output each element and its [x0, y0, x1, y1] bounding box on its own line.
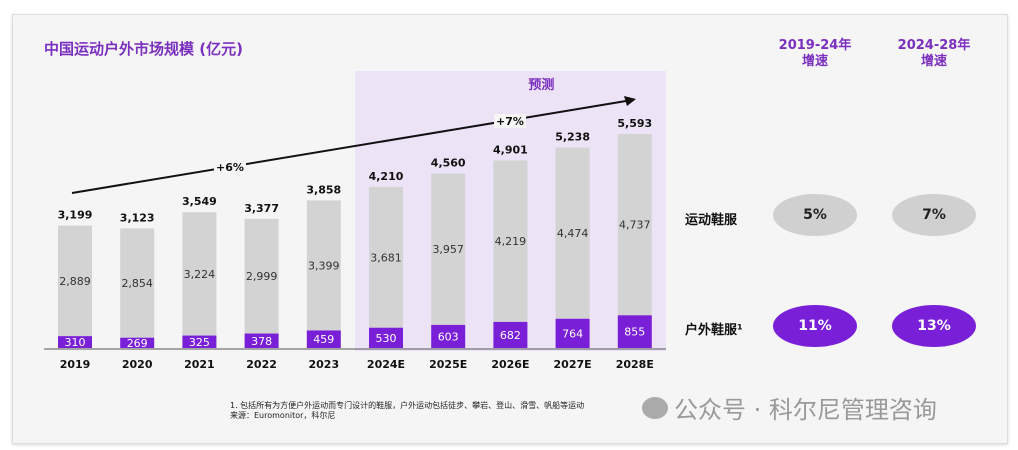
x-tick-label: 2024E	[367, 358, 405, 371]
x-tick-label: 2027E	[554, 358, 592, 371]
x-tick-label: 2020	[122, 358, 153, 371]
data-label: 4,737	[619, 219, 651, 232]
bar-segment-total	[58, 225, 92, 337]
x-tick-label: 2025E	[429, 358, 467, 371]
header-line: 增速	[920, 54, 947, 69]
source-line: 来源：Euromonitor，科尔尼	[230, 411, 336, 420]
bar-segment-total	[244, 218, 279, 334]
bar-segment-outdoor	[431, 324, 466, 348]
cagr-arrow	[71, 100, 627, 194]
growth-pill: 11%	[773, 305, 857, 347]
bar-segment-total	[306, 200, 341, 331]
data-label: 3,957	[432, 243, 464, 256]
header-2019-24: 2019-24年 增速	[760, 38, 870, 70]
total-label: 4,560	[431, 157, 466, 170]
bar-segment-outdoor	[182, 335, 217, 348]
data-label: 3,399	[308, 259, 340, 272]
watermark: 公众号 · 科尔尼管理咨询	[642, 390, 937, 425]
data-label: 4,474	[557, 227, 589, 240]
data-label: 325	[189, 336, 210, 349]
cagr-label: +6%	[216, 161, 244, 174]
bar-segment-outdoor	[244, 333, 279, 348]
data-label: 3,224	[184, 268, 216, 281]
footnote: 1. 包括所有为方便户外运动而专门设计的鞋服，户外运动包括徒步、攀岩、登山、滑雪…	[230, 401, 584, 421]
x-tick-label: 2028E	[616, 358, 654, 371]
wechat-icon	[642, 396, 668, 419]
data-label: 378	[251, 335, 272, 348]
total-label: 4,210	[369, 170, 404, 183]
growth-pill: 13%	[892, 305, 976, 347]
cagr-label: +7%	[496, 115, 524, 128]
forecast-label: 预测	[528, 77, 554, 93]
data-label: 269	[127, 337, 148, 350]
data-label: 3,681	[370, 251, 402, 264]
footnote-line: 1. 包括所有为方便户外运动而专门设计的鞋服，户外运动包括徒步、攀岩、登山、滑雪…	[230, 401, 585, 410]
bar-segment-total	[555, 147, 590, 319]
x-tick-label: 2022	[246, 358, 277, 371]
header-2024-28: 2024-28年 增速	[879, 38, 989, 70]
watermark-text: 公众号 · 科尔尼管理咨询	[674, 396, 937, 424]
growth-pill: 5%	[773, 194, 857, 236]
arrowhead	[624, 96, 636, 106]
bar-segment-outdoor	[58, 336, 92, 348]
header-line: 增速	[801, 54, 828, 69]
data-label: 4,219	[495, 235, 527, 248]
growth-pill: 7%	[892, 194, 976, 236]
bar-segment-total	[120, 228, 155, 338]
total-label: 3,549	[182, 195, 217, 208]
data-label: 459	[313, 333, 334, 346]
data-label: 682	[500, 329, 521, 342]
data-label: 2,854	[121, 277, 153, 290]
bar-segment-total	[431, 173, 466, 325]
data-label: 2,889	[59, 275, 91, 288]
bar-segment-outdoor	[493, 321, 528, 348]
chart-title: 中国运动户外市场规模 (亿元)	[44, 40, 243, 58]
bar-segment-outdoor	[120, 337, 155, 348]
total-label: 4,901	[493, 143, 528, 156]
bar-segment-total	[369, 186, 403, 328]
annotation-bg	[494, 114, 526, 128]
bar-segment-outdoor	[306, 330, 341, 348]
bar-segment-outdoor	[555, 318, 590, 348]
bar-segment-total	[617, 134, 652, 316]
total-label: 5,238	[555, 131, 590, 144]
total-label: 3,199	[58, 209, 93, 222]
row-label-sportswear: 运动鞋服	[685, 213, 738, 228]
total-label: 3,858	[306, 183, 341, 196]
x-tick-label: 2026E	[491, 358, 529, 371]
x-tick-label: 2021	[184, 358, 215, 371]
x-tick-label: 2023	[308, 358, 339, 371]
data-label: 603	[438, 330, 459, 343]
total-label: 5,593	[617, 117, 652, 130]
data-label: 2,999	[246, 270, 278, 283]
data-label: 855	[624, 326, 645, 339]
row-label-outdoor: 户外鞋服¹	[685, 323, 743, 338]
annotation-bg	[214, 160, 246, 174]
bar-segment-total	[493, 160, 528, 322]
bar-segment-total	[182, 212, 217, 336]
total-label: 3,123	[120, 212, 155, 225]
header-line: 2019-24年	[778, 38, 852, 53]
data-label: 530	[376, 332, 397, 345]
data-label: 764	[562, 327, 583, 340]
bar-segment-outdoor	[369, 327, 403, 348]
header-line: 2024-28年	[897, 38, 971, 53]
total-label: 3,377	[244, 202, 279, 215]
data-label: 310	[65, 336, 86, 349]
x-tick-label: 2019	[60, 358, 91, 371]
bar-segment-outdoor	[617, 315, 652, 348]
